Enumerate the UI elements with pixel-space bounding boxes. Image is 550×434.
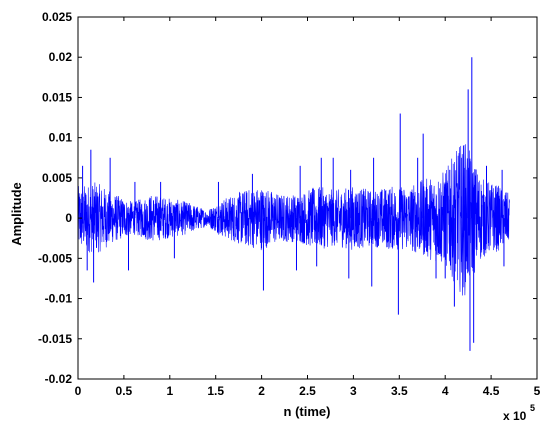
y-tick-label: -0.005 (38, 251, 72, 265)
y-tick-label: 0.02 (49, 50, 73, 64)
y-axis-ticks: -0.02 -0.015 -0.01 -0.005 0 0.005 0.01 0.015 0.0… (38, 10, 537, 386)
x-tick-label: 4 (442, 384, 449, 398)
y-tick-label: -0.01 (45, 292, 73, 306)
y-tick-label: -0.02 (45, 372, 73, 386)
x-tick-label: 0.5 (116, 384, 133, 398)
x-tick-label: 0 (75, 384, 82, 398)
x-tick-label: 1.5 (207, 384, 224, 398)
y-axis-label: Amplitude (9, 182, 24, 246)
x-tick-label: 3.5 (391, 384, 408, 398)
x-tick-label: 2.5 (299, 384, 316, 398)
y-tick-label: 0.01 (49, 131, 73, 145)
x-tick-label: 2 (258, 384, 265, 398)
y-tick-label: 0.015 (42, 90, 72, 104)
x-tick-label: 1 (166, 384, 173, 398)
signal-trace (77, 144, 510, 296)
x-axis-label: n (time) (284, 404, 331, 419)
x-multiplier-exponent: 5 (530, 403, 535, 413)
y-tick-label: -0.015 (38, 332, 72, 346)
y-tick-label: 0.005 (42, 171, 72, 185)
signal-line (77, 57, 510, 351)
x-axis-ticks: 0 0.5 1 1.5 2 2.5 3 3.5 4 4.5 5 (75, 17, 541, 398)
y-tick-label: 0 (65, 211, 72, 225)
y-tick-label: 0.025 (42, 10, 72, 24)
x-tick-label: 4.5 (483, 384, 500, 398)
x-tick-label: 3 (350, 384, 357, 398)
x-multiplier-label: x 10 (503, 409, 527, 423)
x-tick-label: 5 (534, 384, 541, 398)
